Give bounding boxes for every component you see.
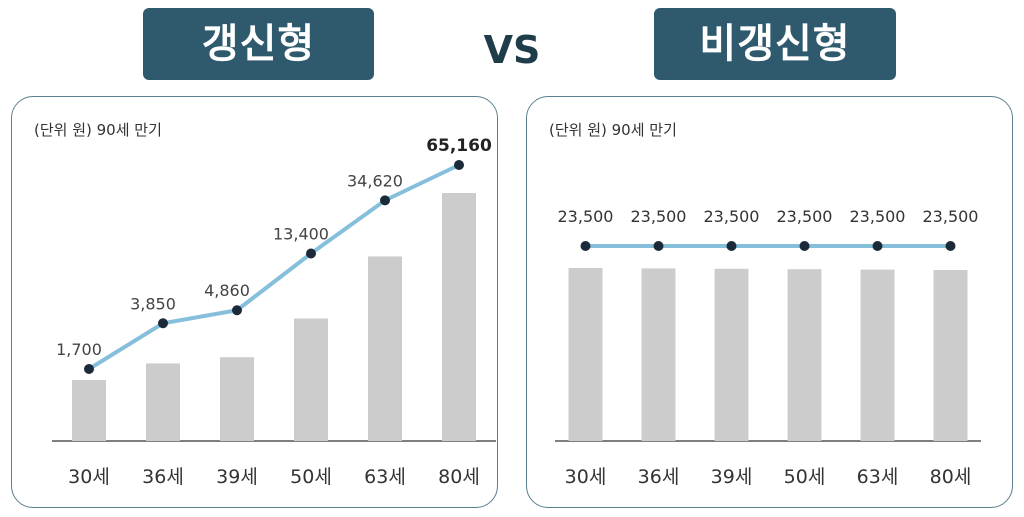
right-x-tick-5: 80세	[930, 466, 972, 488]
left-marker-4	[380, 195, 390, 206]
left-unit-note: (단위 원) 90세 만기	[34, 121, 162, 139]
right-data-label-0: 23,500	[558, 207, 614, 226]
right-x-tick-2: 39세	[711, 466, 753, 488]
right-marker-1	[653, 241, 664, 251]
right-title-badge: 비갱신형	[654, 8, 896, 80]
right-x-tick-1: 36세	[638, 466, 680, 488]
vs-label: VS	[483, 28, 541, 72]
right-x-tick-0: 30세	[565, 466, 607, 488]
left-chart-panel: (단위 원) 90세 만기 30세 36세 39세 50세 63세 80세 1,700 3,8…	[11, 96, 498, 508]
left-data-label-1: 3,850	[130, 294, 176, 313]
left-bar-0	[72, 379, 106, 441]
left-x-tick-4: 63세	[364, 466, 406, 488]
left-chart: 30세 36세 39세 50세 63세 80세 1,700 3,850 4,860 13,400 3…	[52, 136, 496, 488]
right-marker-0	[580, 241, 591, 251]
right-data-label-2: 23,500	[704, 207, 760, 226]
right-data-label-4: 23,500	[850, 207, 906, 226]
left-x-tick-1: 36세	[142, 466, 184, 488]
left-marker-2	[232, 305, 242, 316]
left-marker-0	[84, 364, 94, 374]
right-marker-4	[872, 241, 883, 251]
left-bar-1	[146, 363, 180, 441]
right-bar-3	[787, 269, 822, 441]
left-marker-5	[454, 160, 464, 170]
right-data-label-5: 23,500	[923, 207, 979, 226]
left-data-label-4: 34,620	[347, 171, 403, 190]
left-title-badge: 갱신형	[143, 8, 374, 80]
left-x-tick-2: 39세	[216, 466, 258, 488]
right-bar-0	[568, 268, 603, 441]
left-data-label-2: 4,860	[204, 281, 250, 300]
right-x-tick-3: 50세	[784, 466, 826, 488]
left-x-tick-5: 80세	[438, 466, 480, 488]
right-unit-note: (단위 원) 90세 만기	[549, 121, 677, 139]
left-series-line	[87, 163, 461, 371]
left-data-label-3: 13,400	[273, 224, 329, 243]
left-marker-3	[306, 248, 316, 259]
left-bar-2	[220, 357, 254, 441]
right-bar-2	[714, 268, 749, 441]
left-data-label-5: 65,160	[426, 136, 492, 156]
left-bar-5	[442, 193, 476, 441]
right-marker-2	[726, 241, 737, 251]
left-data-label-0: 1,700	[56, 340, 102, 359]
left-x-tick-3: 50세	[290, 466, 332, 488]
right-x-tick-4: 63세	[857, 466, 899, 488]
right-marker-5	[945, 241, 956, 251]
left-x-tick-0: 30세	[68, 466, 110, 488]
right-bar-1	[641, 268, 676, 441]
right-data-label-1: 23,500	[631, 207, 687, 226]
left-bar-3	[294, 318, 328, 441]
left-bar-4	[368, 256, 402, 441]
right-chart: 30세 36세 39세 50세 63세 80세 23,500 23,500 23,500 23,5…	[555, 207, 981, 488]
right-chart-panel: (단위 원) 90세 만기 30세 36세 39세 50세 63세 80세 23,500 23…	[526, 96, 1013, 508]
left-marker-1	[158, 318, 168, 329]
right-bar-5	[933, 270, 968, 441]
right-bar-4	[860, 269, 895, 441]
right-marker-3	[799, 241, 810, 251]
right-data-label-3: 23,500	[777, 207, 833, 226]
